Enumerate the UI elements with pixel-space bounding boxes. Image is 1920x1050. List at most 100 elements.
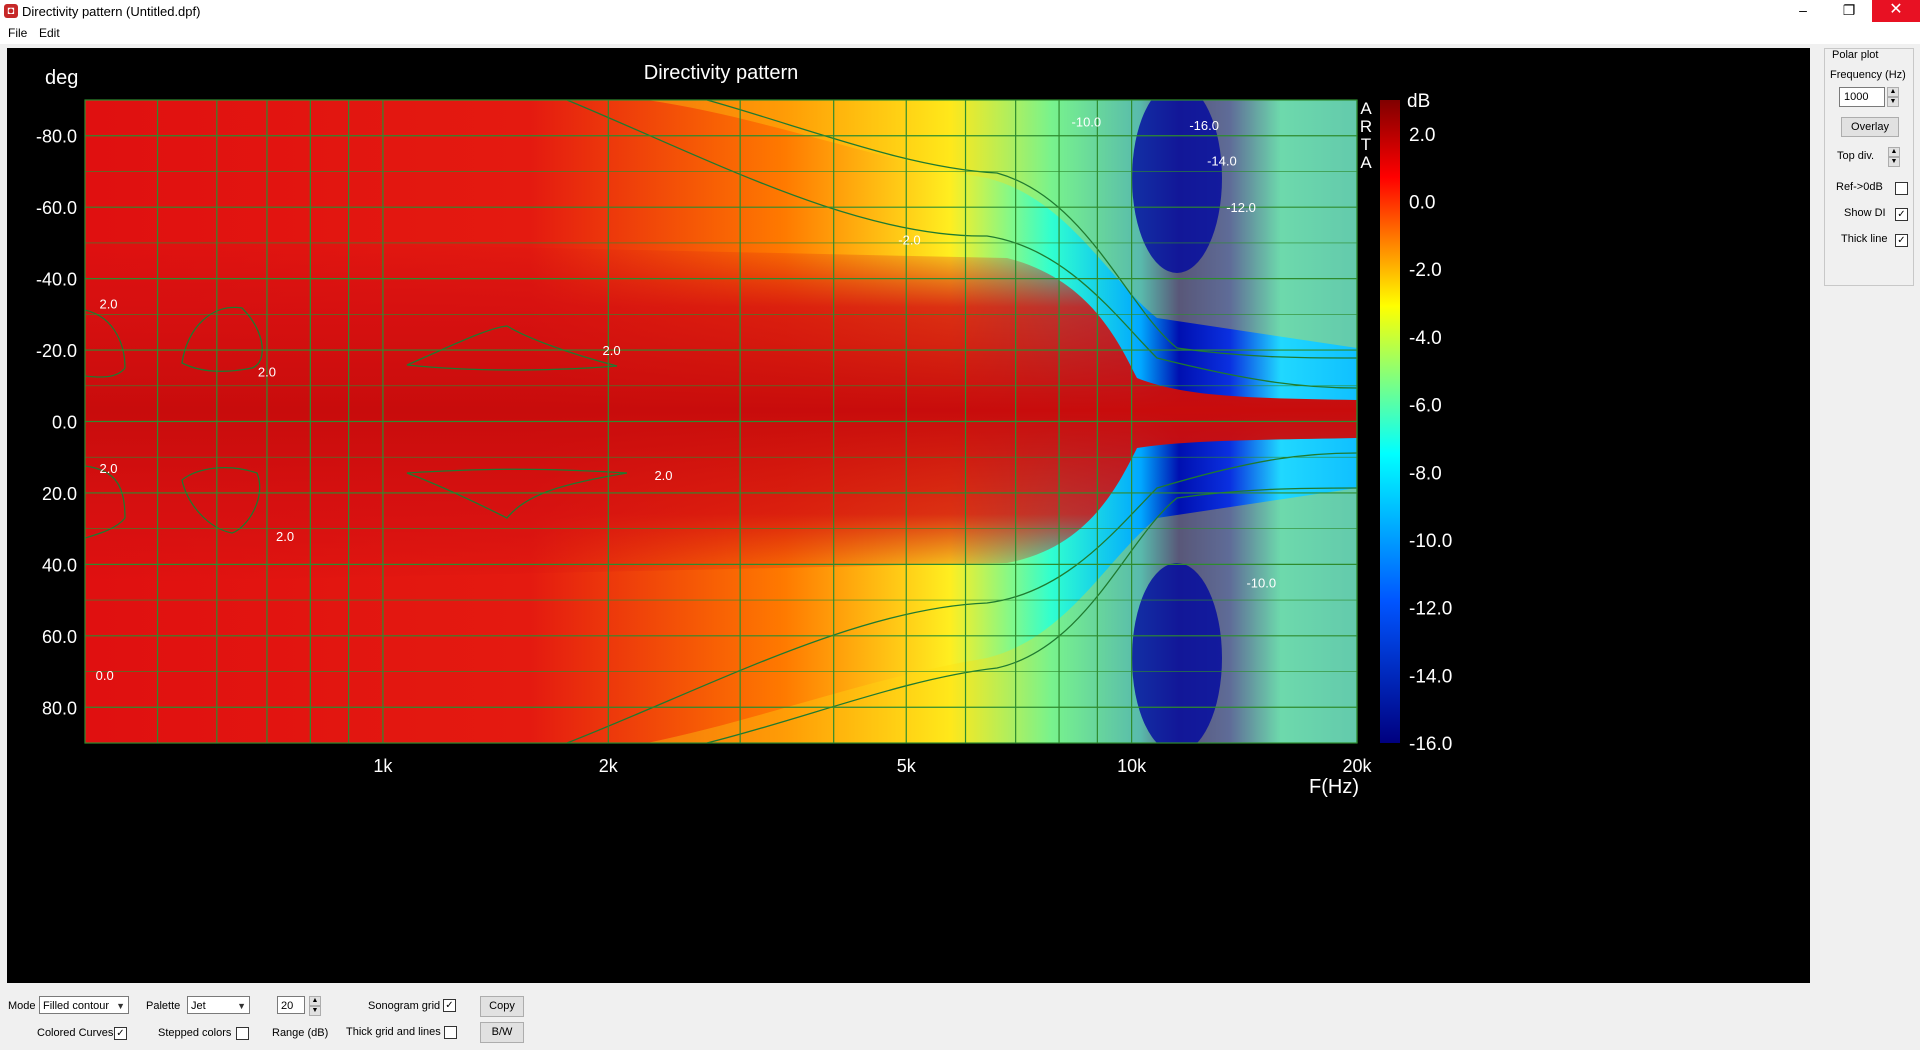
contour-label: -2.0 xyxy=(898,232,920,247)
y-tick-label: -40.0 xyxy=(36,270,77,290)
mode-label: Mode xyxy=(8,1000,36,1012)
x-tick-label: 1k xyxy=(373,756,393,776)
contour-label: -16.0 xyxy=(1189,118,1219,133)
heatmap-area xyxy=(85,100,1357,743)
range-label: Range (dB) xyxy=(272,1027,329,1039)
contour-label: 2.0 xyxy=(603,343,621,358)
brand-letter-r: R xyxy=(1360,117,1372,136)
menu-file[interactable]: File xyxy=(8,26,28,40)
bw-button[interactable]: B/W xyxy=(480,1022,524,1043)
polar-plot-group-label: Polar plot xyxy=(1832,49,1879,61)
contour-label: -10.0 xyxy=(1246,575,1276,590)
palette-label: Palette xyxy=(146,1000,181,1012)
y-axis-ticks: -80.0 -60.0 -40.0 -20.0 0.0 20.0 40.0 60.0 80.0 xyxy=(36,127,77,719)
stepped-colors-label: Stepped colors xyxy=(158,1027,232,1039)
palette-select-value: Jet xyxy=(191,1000,206,1012)
colorbar-tick-label: -16.0 xyxy=(1409,734,1452,755)
ref-0db-label: Ref->0dB xyxy=(1836,181,1883,193)
chevron-down-icon: ▼ xyxy=(116,1001,125,1011)
colorbar-tick-label: -2.0 xyxy=(1409,260,1442,281)
y-tick-label: 40.0 xyxy=(42,555,77,575)
x-tick-label: 2k xyxy=(599,756,619,776)
colorbar-tick-label: -10.0 xyxy=(1409,531,1452,552)
range-spin-up[interactable]: ▲ xyxy=(309,996,321,1006)
contour-label: -12.0 xyxy=(1226,200,1256,215)
x-tick-label: 20k xyxy=(1342,756,1372,776)
mode-select-value: Filled contour xyxy=(43,1000,110,1012)
window-title: Directivity pattern (Untitled.dpf) xyxy=(22,4,201,19)
menu-edit[interactable]: Edit xyxy=(39,26,60,40)
colorbar-tick-label: -8.0 xyxy=(1409,463,1442,484)
range-input[interactable]: 20 xyxy=(277,996,305,1014)
chevron-down-icon: ▼ xyxy=(237,1001,246,1011)
mode-select[interactable]: Filled contour ▼ xyxy=(39,996,129,1014)
ref-0db-checkbox[interactable] xyxy=(1895,182,1908,195)
close-button[interactable]: ✕ xyxy=(1872,0,1920,22)
show-di-checkbox[interactable]: ✓ xyxy=(1895,208,1908,221)
colorbar-tick-label: -12.0 xyxy=(1409,599,1452,620)
palette-select[interactable]: Jet ▼ xyxy=(187,996,250,1014)
title-bar: ◘ Directivity pattern (Untitled.dpf) – ❐… xyxy=(0,0,1920,24)
top-div-spin-down[interactable]: ▼ xyxy=(1888,157,1900,167)
stepped-colors-checkbox[interactable] xyxy=(236,1027,249,1040)
top-div-spin-up[interactable]: ▲ xyxy=(1888,147,1900,157)
colorbar xyxy=(1380,100,1400,743)
polar-plot-panel: Polar plot Frequency (Hz) 1000 ▲ ▼ Overl… xyxy=(1824,48,1914,286)
colorbar-unit: dB xyxy=(1407,91,1430,112)
colorbar-tick-label: 0.0 xyxy=(1409,193,1435,214)
range-spin-down[interactable]: ▼ xyxy=(309,1006,321,1016)
frequency-spin-down[interactable]: ▼ xyxy=(1887,97,1899,107)
frequency-spin-up[interactable]: ▲ xyxy=(1887,87,1899,97)
thick-grid-checkbox[interactable] xyxy=(444,1026,457,1039)
colored-curves-checkbox[interactable]: ✓ xyxy=(114,1027,127,1040)
contour-label: 2.0 xyxy=(276,529,294,544)
plot-panel[interactable]: Directivity pattern deg F(Hz) dB xyxy=(7,48,1810,983)
x-axis-ticks: 1k 2k 5k 10k 20k xyxy=(373,756,1372,776)
menu-bar: File Edit xyxy=(0,24,1920,44)
y-tick-label: -20.0 xyxy=(36,341,77,361)
x-tick-label: 5k xyxy=(897,756,917,776)
brand-letter-a2: A xyxy=(1360,153,1372,172)
plot-frame xyxy=(84,99,1358,744)
contour-label: 0.0 xyxy=(96,668,114,683)
heatmap-onaxis-band xyxy=(85,238,1357,583)
sonogram-grid xyxy=(84,99,1358,744)
contour-labels: 2.0 2.0 2.0 2.0 2.0 2.0 0.0 -2.0 -16.0 -14.0 -12.0… xyxy=(96,114,1276,683)
x-tick-label: 10k xyxy=(1117,756,1147,776)
sonogram-grid-checkbox[interactable]: ✓ xyxy=(443,999,456,1012)
x-axis-unit: F(Hz) xyxy=(1309,776,1359,798)
heatmap-null-bottom xyxy=(1132,563,1222,743)
thick-line-checkbox[interactable]: ✓ xyxy=(1895,234,1908,247)
sonogram-grid-label: Sonogram grid xyxy=(368,1000,441,1012)
minimize-button[interactable]: – xyxy=(1799,2,1807,18)
heatmap-null-top xyxy=(1132,100,1222,273)
contour-label: -14.0 xyxy=(1207,154,1237,169)
maximize-button[interactable]: ❐ xyxy=(1842,2,1856,18)
app-icon: ◘ xyxy=(4,4,18,18)
top-div-label: Top div. xyxy=(1837,150,1875,162)
copy-button[interactable]: Copy xyxy=(480,996,524,1017)
brand-letter-a1: A xyxy=(1360,99,1372,118)
colored-curves-label: Colored Curves xyxy=(37,1027,114,1039)
range-input-value: 20 xyxy=(281,1000,294,1012)
y-tick-label: 60.0 xyxy=(42,627,77,647)
y-tick-label: -60.0 xyxy=(36,198,77,218)
contour-label: -10.0 xyxy=(1072,114,1102,129)
contour-label: 2.0 xyxy=(99,461,117,476)
colorbar-ticks: 2.0 0.0 -2.0 -4.0 -6.0 -8.0 -10.0 -12.0 -14.0 -16… xyxy=(1409,125,1452,755)
y-axis-unit: deg xyxy=(45,67,78,89)
directivity-chart[interactable]: Directivity pattern deg F(Hz) dB xyxy=(7,48,1810,983)
colorbar-tick-label: -6.0 xyxy=(1409,396,1442,417)
contour-lines xyxy=(85,100,1357,743)
thick-line-label: Thick line xyxy=(1841,233,1888,245)
y-tick-label: 0.0 xyxy=(52,413,77,433)
show-di-label: Show DI xyxy=(1844,207,1886,219)
overlay-button[interactable]: Overlay xyxy=(1841,117,1899,137)
y-tick-label: -80.0 xyxy=(36,127,77,147)
contour-label: 2.0 xyxy=(258,364,276,379)
contour-label: 2.0 xyxy=(99,297,117,312)
frequency-input[interactable]: 1000 xyxy=(1839,87,1885,107)
chart-title: Directivity pattern xyxy=(644,62,799,84)
frequency-label: Frequency (Hz) xyxy=(1830,69,1906,81)
colorbar-tick-label: 2.0 xyxy=(1409,125,1435,146)
